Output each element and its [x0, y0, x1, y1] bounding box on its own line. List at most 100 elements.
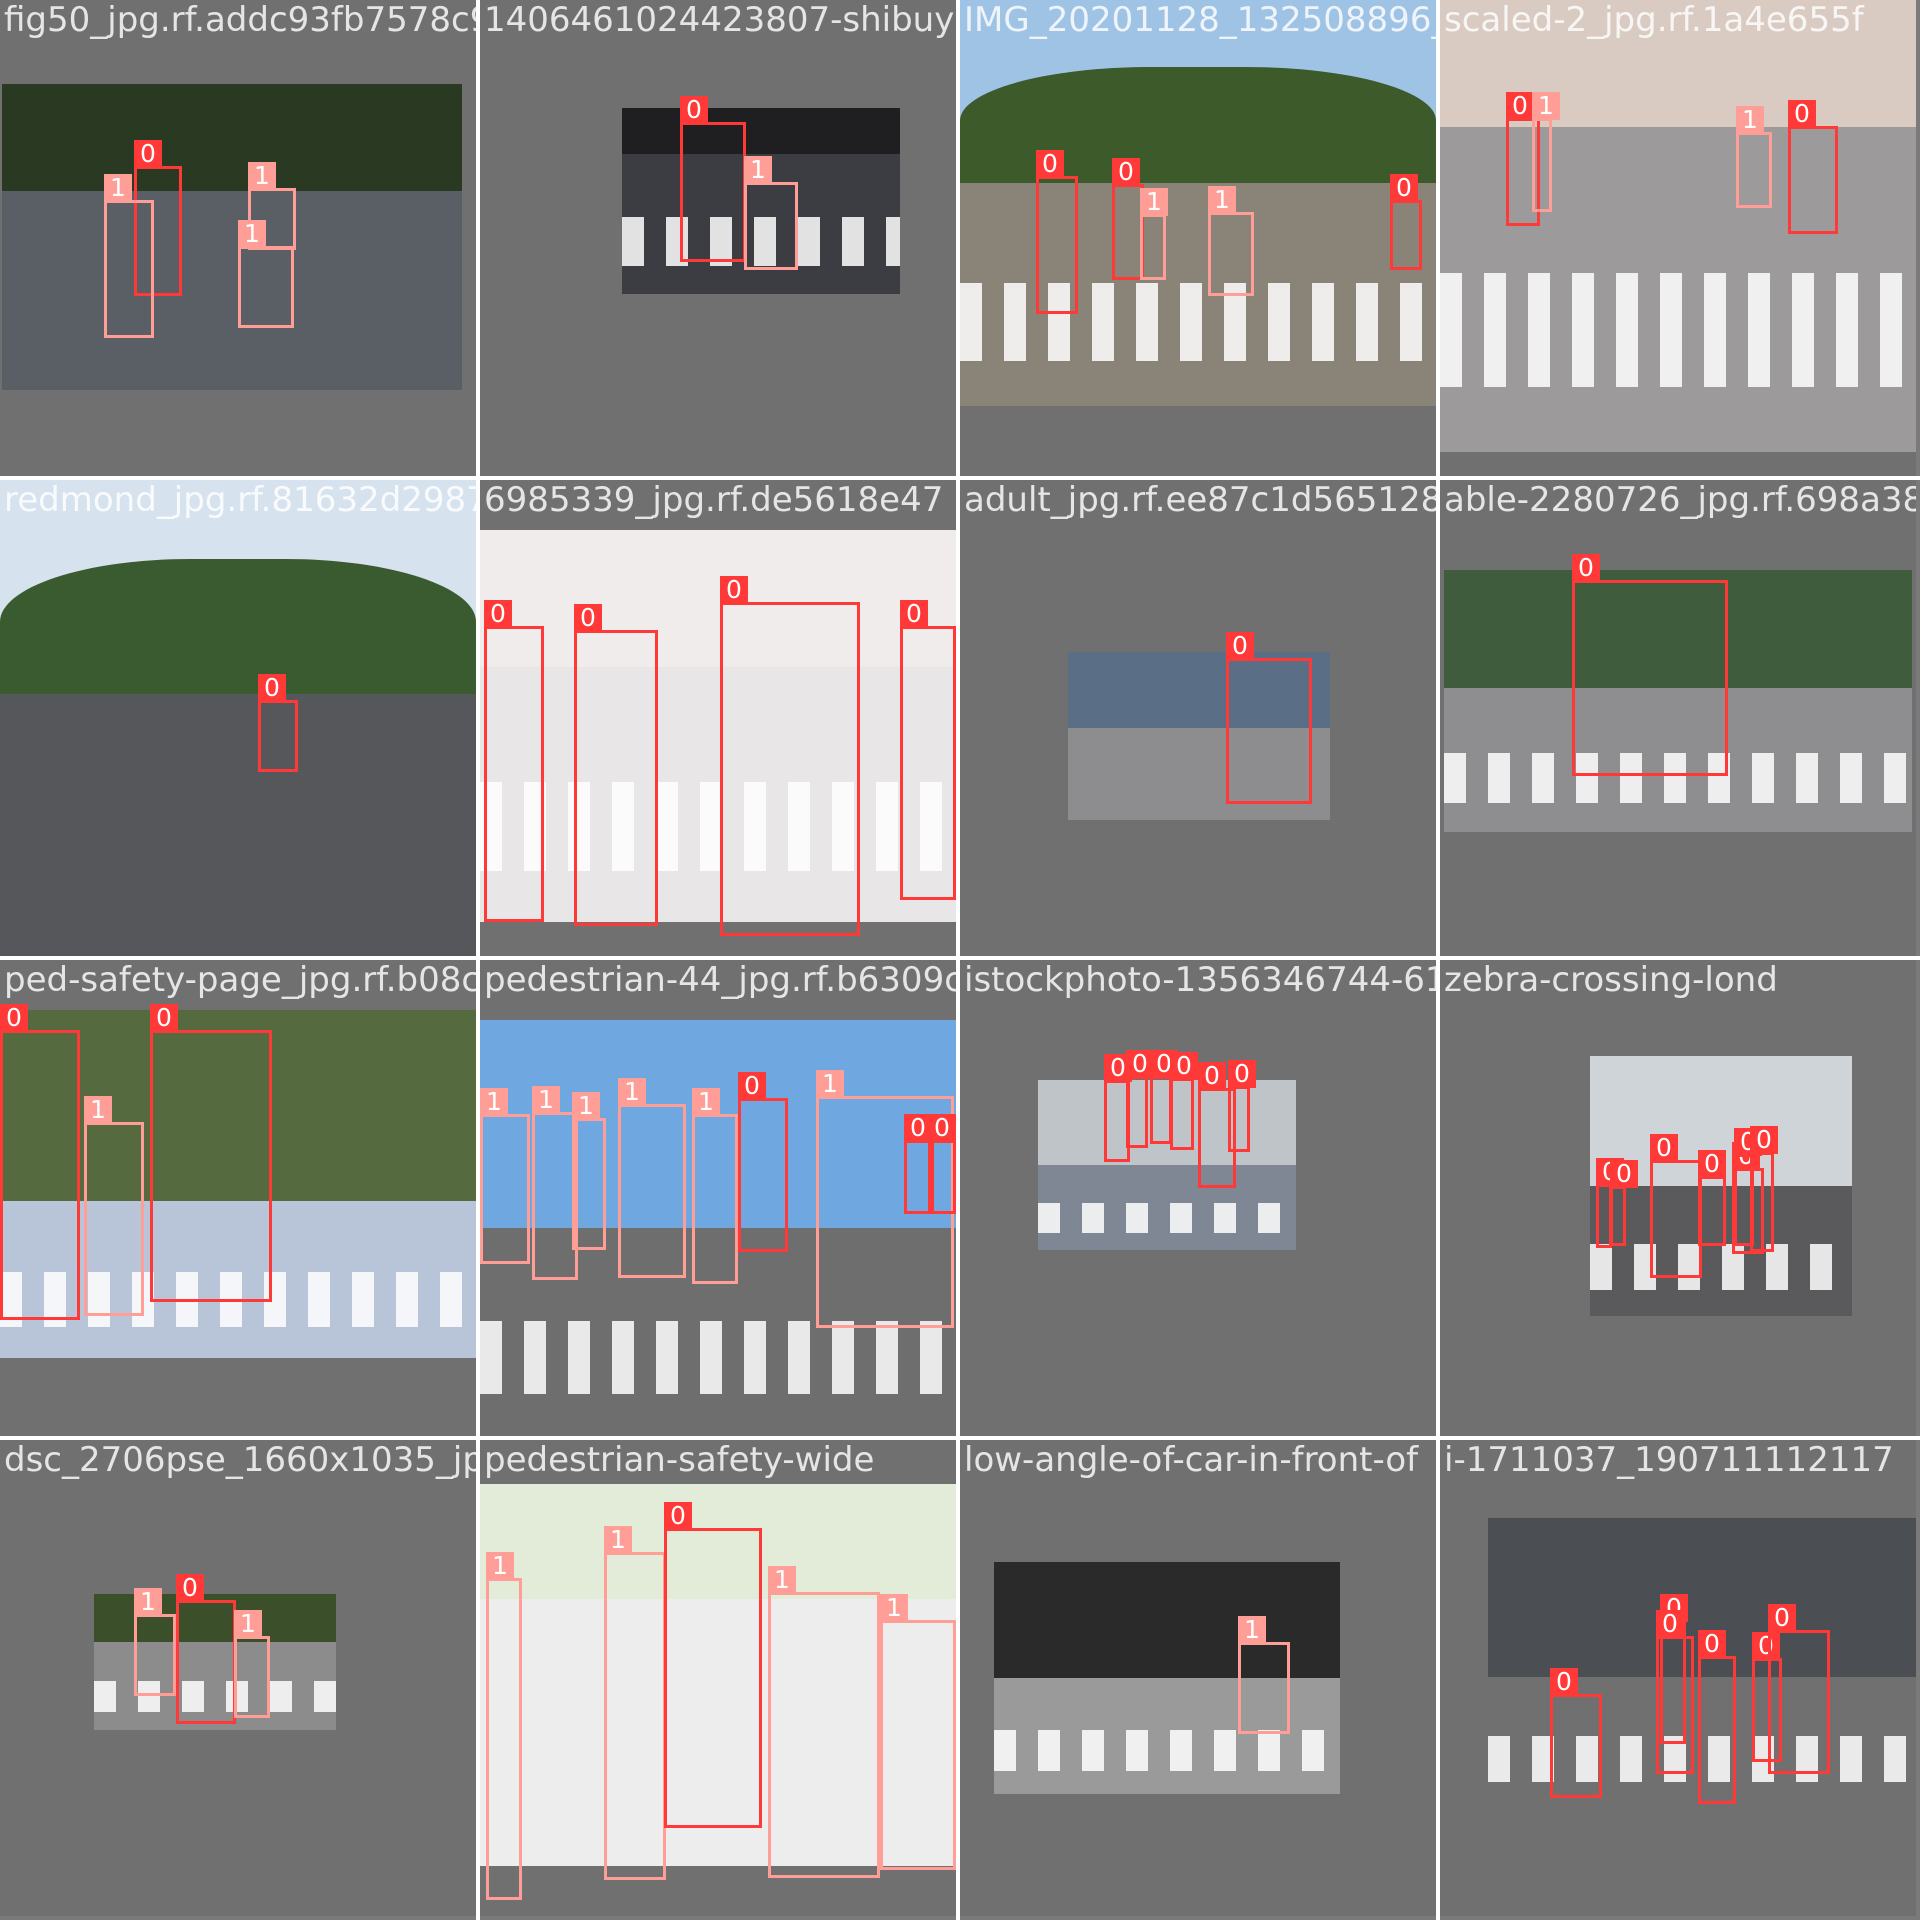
- mosaic-tile: 0000000zebra-crossing-lond: [1440, 960, 1916, 1436]
- detection-box-class-1: 1: [248, 162, 296, 250]
- detection-box-class-1: 1: [486, 1552, 522, 1900]
- class-label: 1: [532, 1086, 560, 1114]
- tile-photo: [1038, 1080, 1296, 1250]
- class-label: 0: [1126, 1050, 1154, 1078]
- class-label: 0: [1750, 1126, 1778, 1154]
- class-label: 0: [176, 1574, 204, 1602]
- detection-box-class-1: 1: [104, 174, 154, 338]
- class-label: 1: [248, 162, 276, 190]
- mosaic-tile: 0 1 1 0 scaled-2_jpg.rf.1a4e655f: [1440, 0, 1916, 476]
- class-label: 0: [1768, 1604, 1796, 1632]
- tile-filename: ped-safety-page_jpg.rf.b08c: [4, 960, 476, 1000]
- detection-box-class-0: 0: [1170, 1052, 1198, 1150]
- class-label: 0: [134, 140, 162, 168]
- detection-box-class-0: 0: [1036, 150, 1078, 314]
- detection-box-class-0: 0: [900, 600, 956, 900]
- tile-filename: adult_jpg.rf.ee87c1d565128: [964, 480, 1436, 520]
- mosaic-tile: 1 1 1 1 1 0 1 0 0 pedestrian-44_jpg.rf.b6309c97: [480, 960, 956, 1436]
- class-label: 1: [486, 1552, 514, 1580]
- class-label: 1: [744, 156, 772, 184]
- tile-photo: [480, 1484, 956, 1866]
- class-label: 0: [1390, 174, 1418, 202]
- class-label: 0: [1170, 1052, 1198, 1080]
- tile-filename: pedestrian-44_jpg.rf.b6309c97: [484, 960, 956, 1000]
- mosaic-tile: 0 1 1 1 fig50_jpg.rf.addc93fb7578c9: [0, 0, 476, 476]
- detection-box-class-0: 0: [1656, 1610, 1694, 1774]
- mosaic-tile: 0 1 1406461024423807-shibuya-crossing-aeri…: [480, 0, 956, 476]
- detection-box-class-1: 1: [238, 220, 294, 328]
- detection-box-class-1: 1: [744, 156, 798, 270]
- tile-filename: 1406461024423807-shibuya-crossing-aerial: [484, 0, 956, 40]
- detection-box-class-0: 0: [484, 600, 544, 922]
- class-label: 0: [738, 1072, 766, 1100]
- class-label: 1: [604, 1526, 632, 1554]
- tile-filename: 6985339_jpg.rf.de5618e47: [484, 480, 944, 520]
- tile-photo: [0, 480, 476, 956]
- tile-filename: IMG_20201128_132508896_scaled: [964, 0, 1436, 40]
- detection-box-class-1: 1: [604, 1526, 666, 1880]
- tile-filename: fig50_jpg.rf.addc93fb7578c9: [4, 0, 476, 40]
- class-label: 0: [1650, 1134, 1678, 1162]
- mosaic-tile: 0 0 0 0 6985339_jpg.rf.de5618e47: [480, 480, 956, 956]
- class-label: 0: [904, 1114, 932, 1142]
- detection-box-class-0: 0: [1650, 1134, 1702, 1278]
- tile-filename: redmond_jpg.rf.81632d2987: [4, 480, 476, 520]
- detection-box-class-0: 0: [1198, 1062, 1236, 1188]
- class-label: 0: [1228, 1060, 1256, 1088]
- mosaic-tile: 1 low-angle-of-car-in-front-of: [960, 1440, 1436, 1916]
- tile-photo: [1440, 0, 1916, 452]
- class-label: 0: [1572, 554, 1600, 582]
- tile-filename: pedestrian-safety-wide: [484, 1440, 875, 1480]
- detection-box-class-1: 1: [768, 1566, 880, 1878]
- detection-box-class-0: 0: [0, 1004, 80, 1320]
- tile-filename: able-2280726_jpg.rf.698a38c: [1444, 480, 1916, 520]
- class-label: 1: [1736, 106, 1764, 134]
- class-label: 1: [480, 1088, 508, 1116]
- detection-box-class-1: 1: [480, 1088, 530, 1264]
- class-label: 0: [1656, 1610, 1684, 1638]
- class-label: 0: [1698, 1630, 1726, 1658]
- class-label: 1: [880, 1594, 908, 1622]
- mosaic-tile: 0 0 0 0 0 0 i-1711037_190711112117: [1440, 1440, 1916, 1916]
- detection-box-class-0: 0: [904, 1114, 934, 1214]
- class-label: 0: [928, 1114, 956, 1142]
- class-label: 0: [258, 674, 286, 702]
- class-label: 1: [572, 1092, 600, 1120]
- class-label: 1: [84, 1096, 112, 1124]
- mosaic-tile: 1 1 0 1 1 pedestrian-safety-wide: [480, 1440, 956, 1916]
- tile-photo: [994, 1562, 1340, 1794]
- detection-box-class-1: 1: [84, 1096, 144, 1316]
- grid-separator: [0, 1436, 1920, 1440]
- tile-filename: istockphoto-1356346744-612x612: [964, 960, 1436, 1000]
- detection-box-class-0: 0: [258, 674, 298, 772]
- detection-box-class-1: 1: [880, 1594, 956, 1870]
- class-label: 0: [484, 600, 512, 628]
- class-label: 1: [134, 1588, 162, 1616]
- tile-photo: [1444, 570, 1912, 832]
- detection-box-class-0: 0: [1506, 92, 1540, 226]
- detection-box-class-1: 1: [572, 1092, 606, 1250]
- grid-separator: [0, 476, 1920, 480]
- tile-photo: [2, 84, 462, 390]
- detection-box-class-0: 0: [1788, 100, 1838, 234]
- tile-photo: [1590, 1056, 1852, 1316]
- tile-photo: [1488, 1518, 1916, 1808]
- detection-box-class-1: 1: [1140, 188, 1168, 280]
- detection-box-class-0: 0: [176, 1574, 236, 1724]
- class-label: 0: [720, 576, 748, 604]
- detection-box-class-0: 0: [1698, 1150, 1726, 1246]
- detection-box-class-1: 1: [618, 1078, 686, 1278]
- detection-box-class-0: 0: [720, 576, 860, 936]
- detection-box-class-0: 0: [574, 604, 658, 926]
- class-label: 0: [1698, 1150, 1726, 1178]
- class-label: 0: [1226, 632, 1254, 660]
- detection-box-class-0: 0: [664, 1502, 762, 1828]
- class-label: 0: [150, 1004, 178, 1032]
- tile-photo: [960, 0, 1436, 406]
- detection-box-class-1: 1: [1736, 106, 1772, 208]
- class-label: 1: [618, 1078, 646, 1106]
- detection-box-class-0: 0: [1698, 1630, 1736, 1804]
- detection-box-class-1: 1: [692, 1088, 738, 1284]
- detection-box-class-0: 0: [680, 96, 746, 262]
